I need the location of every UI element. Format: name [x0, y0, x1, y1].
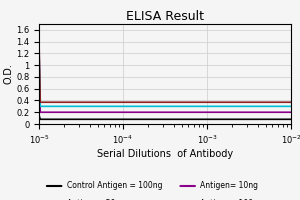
Title: ELISA Result: ELISA Result: [126, 10, 204, 23]
Text: Antigen= 10ng: Antigen= 10ng: [200, 182, 258, 190]
Text: Control Antigen = 100ng: Control Antigen = 100ng: [67, 182, 162, 190]
Y-axis label: O.D.: O.D.: [3, 64, 13, 84]
X-axis label: Serial Dilutions  of Antibody: Serial Dilutions of Antibody: [97, 149, 233, 159]
